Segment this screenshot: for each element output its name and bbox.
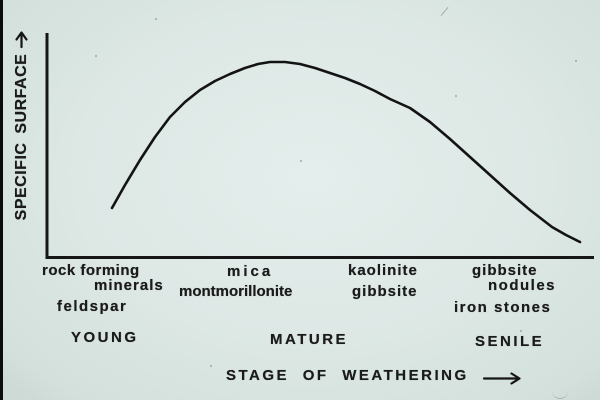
stage-label-senile: SENILE [475,333,545,350]
label-montmorillonite: montmorillonite [179,283,293,300]
label-mica: mica [227,263,274,280]
film-scratch [552,384,568,399]
x-axis-label: STAGE OF WEATHERING [226,367,469,384]
label-gibbsite-senile: gibbsite [472,262,538,279]
weathering-curve [110,60,582,244]
y-axis-label-wrap: SPECIFIC SURFACE [11,52,33,222]
label-kaolinite: kaolinite [348,262,418,279]
dust-speck [300,160,302,162]
label-iron-stones: iron stones [454,299,552,316]
label-rock-forming: rock forming [42,262,140,279]
up-arrow-icon [15,31,28,49]
label-minerals: minerals [94,277,164,294]
stage-label-young: YOUNG [71,329,139,346]
dust-speck [210,365,212,367]
stage-label-mature: MATURE [270,331,349,348]
y-axis-label: SPECIFIC SURFACE [13,53,30,221]
dust-speck [455,95,457,97]
label-nodules: nodules [488,277,557,294]
right-arrow-icon [482,372,521,385]
dust-speck [575,60,577,62]
film-edge-left [0,0,3,400]
dust-speck [155,18,157,20]
dust-speck [520,330,522,332]
dust-speck [95,55,97,57]
label-gibbsite-mature: gibbsite [352,283,418,300]
label-feldspar: feldspar [57,298,128,315]
